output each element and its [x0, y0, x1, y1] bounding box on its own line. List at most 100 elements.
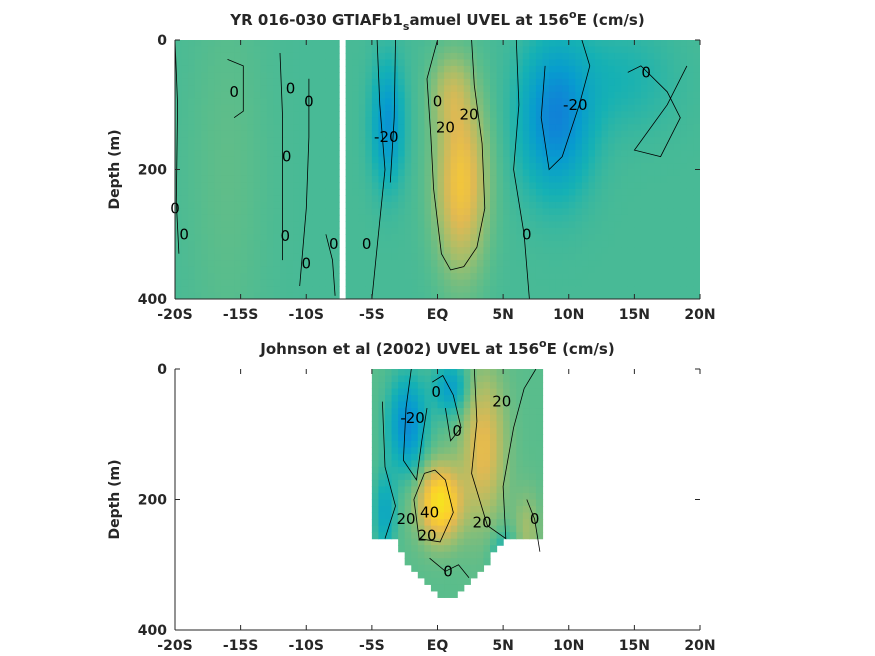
- heatmap-cell: [496, 150, 504, 158]
- heatmap-cell: [457, 279, 465, 287]
- heatmap-cell: [476, 124, 485, 132]
- heatmap-cell: [188, 52, 196, 61]
- heatmap-cell: [640, 208, 649, 216]
- heatmap-cell: [194, 188, 202, 196]
- heatmap-cell: [575, 188, 583, 196]
- heatmap-cell: [522, 221, 530, 229]
- heatmap-cell: [385, 46, 393, 54]
- heatmap-cell: [627, 227, 635, 235]
- heatmap-cell: [562, 46, 570, 54]
- heatmap-cell: [608, 169, 616, 177]
- heatmap-cell: [542, 182, 550, 190]
- heatmap-cell: [385, 169, 393, 177]
- heatmap-cell: [332, 273, 340, 281]
- heatmap-cell: [391, 499, 399, 507]
- heatmap-cell: [214, 111, 222, 119]
- heatmap-cell: [654, 163, 662, 171]
- heatmap-cell: [673, 182, 681, 190]
- heatmap-cell: [568, 65, 576, 73]
- heatmap-cell: [608, 150, 616, 158]
- heatmap-cell: [385, 72, 393, 80]
- heatmap-cell: [555, 52, 563, 61]
- heatmap-cell: [640, 91, 649, 99]
- heatmap-cell: [398, 40, 406, 48]
- heatmap-cell: [621, 130, 629, 138]
- heatmap-cell: [240, 111, 248, 119]
- heatmap-cell: [306, 247, 314, 255]
- heatmap-cell: [417, 169, 425, 177]
- heatmap-cell: [490, 434, 498, 442]
- heatmap-cell: [476, 492, 485, 501]
- heatmap-cell: [640, 130, 649, 138]
- heatmap-cell: [398, 375, 406, 383]
- heatmap-cell: [417, 195, 425, 203]
- title-part: E (cm/s): [577, 11, 645, 29]
- heatmap-cell: [503, 466, 511, 474]
- heatmap-cell: [385, 111, 393, 119]
- heatmap-cell: [260, 195, 268, 203]
- heatmap-cell: [555, 124, 563, 132]
- heatmap-cells: [371, 369, 544, 598]
- heatmap-cell: [509, 486, 517, 494]
- heatmap-cell: [535, 473, 544, 481]
- heatmap-cell: [385, 473, 393, 481]
- heatmap-cell: [188, 40, 196, 48]
- heatmap-cell: [621, 286, 629, 294]
- x-tick-label: -10S: [289, 638, 324, 654]
- heatmap-cell: [437, 104, 445, 112]
- heatmap-cell: [319, 111, 327, 119]
- heatmap-cell: [391, 150, 399, 158]
- heatmap-cell: [417, 279, 425, 287]
- heatmap-cell: [568, 78, 576, 86]
- heatmap-cell: [253, 195, 261, 203]
- heatmap-cell: [417, 395, 425, 403]
- heatmap-cell: [601, 143, 609, 151]
- heatmap-cell: [673, 78, 681, 86]
- heatmap-cell: [194, 91, 202, 99]
- heatmap-cell: [490, 545, 498, 553]
- heatmap-cell: [378, 98, 386, 106]
- heatmap-cell: [266, 169, 275, 177]
- heatmap-cell: [371, 440, 380, 448]
- heatmap-cell: [483, 156, 491, 164]
- heatmap-cell: [680, 286, 688, 294]
- contour-line: [426, 40, 486, 271]
- heatmap-cell: [358, 111, 366, 119]
- heatmap-cell: [463, 150, 471, 158]
- heatmap-cell: [273, 59, 281, 67]
- heatmap-cell: [450, 85, 458, 93]
- heatmap-cell: [430, 414, 439, 422]
- heatmap-cell: [365, 221, 373, 229]
- heatmap-cell: [496, 227, 504, 235]
- heatmap-cell: [509, 59, 517, 67]
- heatmap-cell: [220, 234, 229, 242]
- heatmap-cell: [207, 260, 215, 268]
- heatmap-cell: [542, 124, 550, 132]
- heatmap-cell: [280, 72, 288, 80]
- heatmap-cell: [319, 214, 327, 222]
- heatmap-cell: [385, 532, 393, 540]
- heatmap-cell: [240, 292, 248, 299]
- heatmap-cell: [608, 253, 616, 261]
- heatmap-cell: [411, 466, 419, 474]
- heatmap-cell: [621, 182, 629, 190]
- heatmap-cell: [621, 124, 629, 132]
- heatmap-cell: [411, 453, 419, 461]
- heatmap-cell: [312, 104, 320, 112]
- heatmap-cell: [581, 91, 590, 99]
- heatmap-cell: [181, 240, 189, 248]
- heatmap-cell: [437, 175, 445, 184]
- heatmap-cell: [568, 175, 576, 184]
- heatmap-cell: [404, 188, 412, 196]
- heatmap-cell: [601, 40, 609, 48]
- heatmap-cell: [457, 273, 465, 281]
- heatmap-cell: [312, 208, 320, 216]
- heatmap-cell: [496, 401, 504, 409]
- heatmap-cell: [693, 169, 700, 177]
- heatmap-cell: [463, 460, 471, 468]
- heatmap-cell: [312, 65, 320, 73]
- heatmap-cell: [391, 286, 399, 294]
- heatmap-cell: [378, 104, 386, 112]
- heatmap-cell: [542, 85, 550, 93]
- heatmap-cell: [437, 72, 445, 80]
